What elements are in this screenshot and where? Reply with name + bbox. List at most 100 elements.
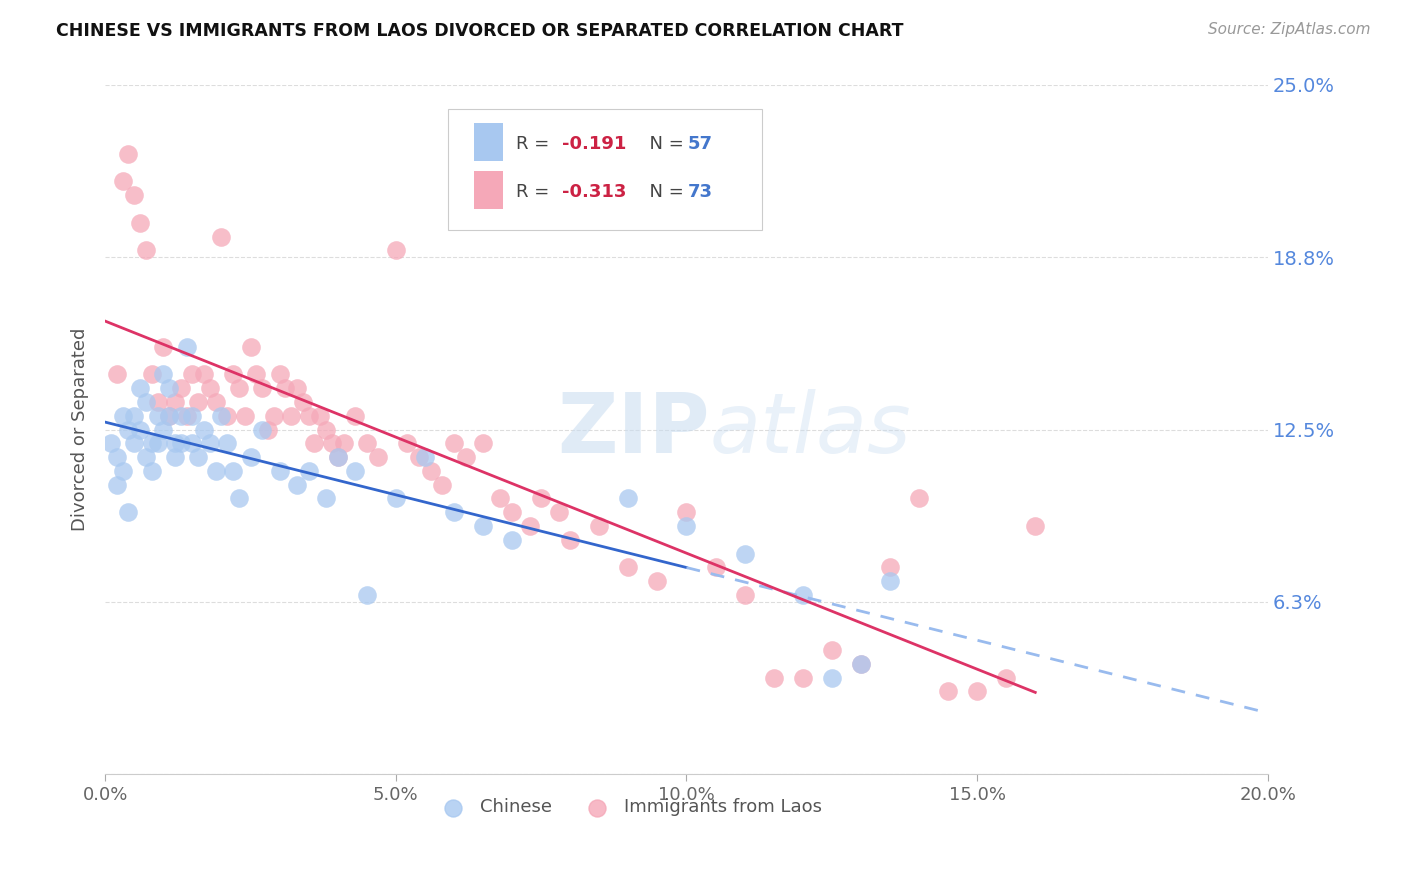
Text: -0.313: -0.313 <box>562 183 627 201</box>
Text: -0.191: -0.191 <box>562 135 627 153</box>
Point <box>936 684 959 698</box>
Point <box>217 436 239 450</box>
Point <box>396 436 419 450</box>
Point <box>163 450 186 464</box>
Point <box>211 229 233 244</box>
Point <box>849 657 872 671</box>
Point <box>204 464 226 478</box>
Point <box>187 395 209 409</box>
Point <box>111 174 134 188</box>
Point <box>250 423 273 437</box>
Point <box>326 450 349 464</box>
Point <box>443 505 465 519</box>
Point <box>821 643 844 657</box>
FancyBboxPatch shape <box>449 109 762 229</box>
Point <box>454 450 477 464</box>
Point <box>124 436 146 450</box>
Point <box>501 533 523 547</box>
Point <box>734 588 756 602</box>
Point <box>129 423 152 437</box>
Point <box>170 436 193 450</box>
Point <box>228 491 250 506</box>
Point <box>141 436 163 450</box>
Point <box>675 519 697 533</box>
Point <box>734 547 756 561</box>
Point <box>385 491 408 506</box>
Point <box>367 450 389 464</box>
Point <box>129 381 152 395</box>
Point <box>222 464 245 478</box>
Point <box>245 368 267 382</box>
Point <box>141 368 163 382</box>
Point <box>315 423 337 437</box>
Point <box>117 146 139 161</box>
Point <box>274 381 297 395</box>
Point <box>204 395 226 409</box>
Point <box>135 244 157 258</box>
Point <box>704 560 727 574</box>
Point <box>217 409 239 423</box>
Point <box>269 464 291 478</box>
Point <box>489 491 512 506</box>
Point <box>530 491 553 506</box>
Point <box>233 409 256 423</box>
Text: R =: R = <box>516 135 554 153</box>
Point <box>157 409 180 423</box>
Point <box>239 340 262 354</box>
Point <box>181 368 204 382</box>
Point <box>792 588 814 602</box>
Point <box>135 450 157 464</box>
Point <box>879 574 901 589</box>
Point <box>111 409 134 423</box>
Point <box>647 574 669 589</box>
Point <box>193 368 215 382</box>
Point <box>129 216 152 230</box>
Point <box>501 505 523 519</box>
Point <box>285 381 308 395</box>
Text: 73: 73 <box>688 183 713 201</box>
Point <box>344 464 367 478</box>
Point <box>124 409 146 423</box>
Point <box>170 381 193 395</box>
Point <box>146 395 169 409</box>
Point <box>443 436 465 450</box>
FancyBboxPatch shape <box>474 171 503 209</box>
Point <box>105 477 128 491</box>
Point <box>356 588 378 602</box>
Point <box>995 671 1018 685</box>
Point <box>105 368 128 382</box>
Point <box>560 533 582 547</box>
Point <box>298 464 321 478</box>
Point <box>105 450 128 464</box>
Point <box>198 381 221 395</box>
Point <box>228 381 250 395</box>
Point <box>547 505 569 519</box>
Point <box>588 519 610 533</box>
Point <box>181 409 204 423</box>
Point <box>163 436 186 450</box>
Point <box>285 477 308 491</box>
Point <box>849 657 872 671</box>
Point <box>472 519 495 533</box>
Point <box>135 395 157 409</box>
Point <box>966 684 988 698</box>
Point <box>419 464 441 478</box>
Point <box>152 340 174 354</box>
Point <box>385 244 408 258</box>
Point <box>879 560 901 574</box>
Text: atlas: atlas <box>710 389 911 470</box>
Point <box>321 436 343 450</box>
Point <box>304 436 326 450</box>
Point <box>124 188 146 202</box>
Point <box>152 368 174 382</box>
Point <box>280 409 302 423</box>
Point <box>821 671 844 685</box>
Point <box>263 409 285 423</box>
Point <box>146 409 169 423</box>
Point <box>315 491 337 506</box>
Point <box>222 368 245 382</box>
Point <box>472 436 495 450</box>
Point <box>117 505 139 519</box>
FancyBboxPatch shape <box>474 123 503 161</box>
Point <box>187 450 209 464</box>
